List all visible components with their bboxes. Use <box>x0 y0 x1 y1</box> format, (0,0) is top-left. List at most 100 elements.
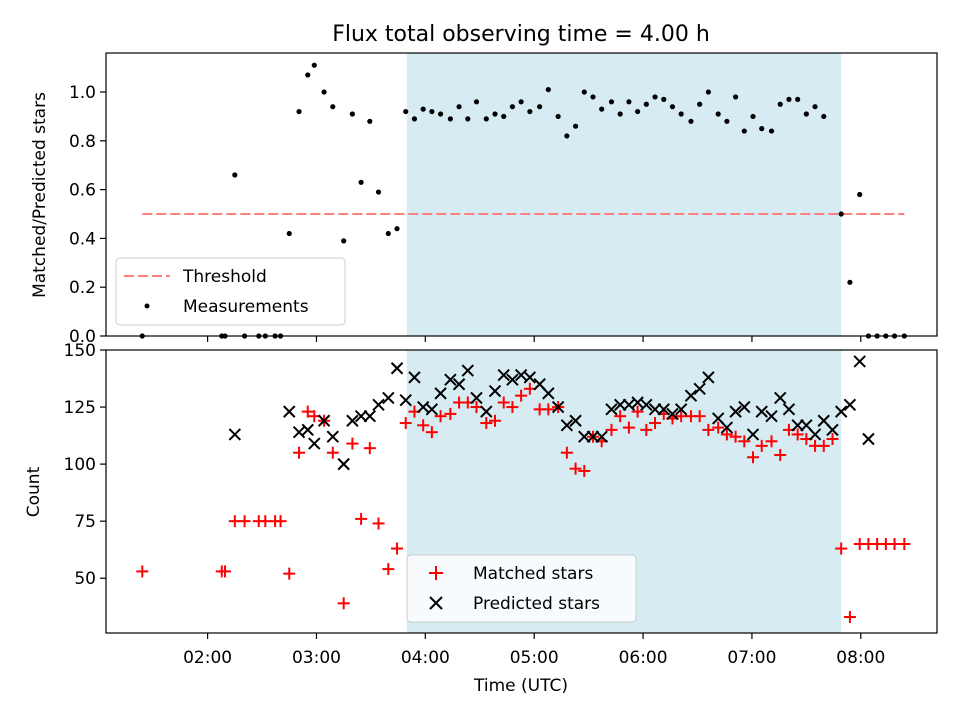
measurement-point <box>626 99 632 105</box>
predicted-star-point <box>551 400 565 414</box>
measurement-point <box>501 113 507 120</box>
measurement-point <box>724 118 730 124</box>
cross-b <box>488 384 502 398</box>
measurement-point <box>599 106 605 112</box>
matched-star-point <box>372 517 385 530</box>
matched-star-point <box>605 423 618 436</box>
measurement-point <box>518 99 524 105</box>
matched-star-point <box>497 396 510 409</box>
cross-b <box>434 387 447 400</box>
cross-b <box>853 355 866 368</box>
y-tick-label: 0.2 <box>69 278 96 298</box>
cross-b <box>425 403 439 416</box>
cross-b <box>765 409 778 423</box>
matched-star-point <box>399 417 412 430</box>
predicted-star-point <box>408 371 421 384</box>
matched-star-point <box>301 405 314 418</box>
matched-star-point <box>738 435 751 448</box>
cross-b <box>317 414 331 427</box>
matched-star-point <box>444 407 457 420</box>
matched-star-point <box>578 464 591 477</box>
measurement-point <box>786 96 792 102</box>
cross-b <box>523 371 537 384</box>
predicted-star-point <box>693 382 706 396</box>
measurement-point <box>232 172 238 178</box>
cross-b <box>399 394 412 407</box>
legend-threshold-label: Threshold <box>182 267 267 287</box>
measurement-point <box>635 108 641 115</box>
cross-b <box>301 423 314 437</box>
matched-star-point <box>631 405 644 418</box>
measurement-point <box>652 94 658 100</box>
predicted-star-point <box>308 437 321 450</box>
matched-star-point <box>425 426 438 439</box>
predicted-star-point <box>729 405 742 418</box>
cross-b <box>826 423 839 437</box>
measurement-point <box>286 230 292 237</box>
matched-star-point <box>720 428 733 441</box>
matched-star-point <box>382 563 395 576</box>
predicted-star-point <box>834 405 848 418</box>
predicted-star-point <box>640 398 653 411</box>
measurement-point <box>821 113 827 120</box>
measurement-point <box>608 99 615 105</box>
cross-b <box>372 398 385 411</box>
predicted-star-point <box>843 398 857 411</box>
cross-b <box>444 373 457 386</box>
bottom-x-axis: 02:00 03:00 04:00 05:00 06:00 07:00 08:00 <box>183 633 885 668</box>
predicted-star-point <box>301 423 314 437</box>
top-panel: 0.0 0.2 0.4 0.6 0.8 1.0 Matched/Predicted sta… <box>30 52 938 347</box>
bottom-y-axis: 50 75 100 125 150 <box>64 341 106 589</box>
measurement-point <box>349 111 355 117</box>
cross-b <box>337 457 350 471</box>
predicted-star-point <box>774 391 787 405</box>
predicted-star-point <box>461 364 474 377</box>
measurement-point <box>838 211 844 217</box>
y-tick-label: 125 <box>64 398 96 418</box>
y-tick-label: 0.6 <box>69 181 96 201</box>
matched-star-point <box>515 389 528 402</box>
measurement-point <box>705 89 711 95</box>
matched-star-point <box>729 430 742 443</box>
cross-b <box>702 371 715 384</box>
measurement-point <box>678 111 684 117</box>
measurement-point <box>447 116 453 122</box>
measurement-point <box>661 96 667 102</box>
measurement-point <box>564 133 570 139</box>
predicted-star-point <box>808 428 822 441</box>
measurement-point <box>750 113 756 120</box>
bottom-legend-box <box>406 554 637 623</box>
measurement-point <box>847 279 853 285</box>
legend-measurements-swatch <box>144 303 150 309</box>
predicted-star-point <box>782 403 796 416</box>
matched-star-point <box>712 421 725 434</box>
top-x-axis <box>207 336 862 342</box>
top-legend: Threshold Measurements <box>115 257 346 326</box>
measurement-point <box>527 108 533 115</box>
matched-star-point <box>337 597 350 610</box>
matched-stars-series <box>136 382 911 624</box>
predicted-star-point <box>425 403 439 416</box>
legend-matched-swatch <box>429 566 443 580</box>
cross-b <box>283 405 296 418</box>
bottom-x-axis-label: Time (UTC) <box>473 676 568 696</box>
cross-b <box>817 414 830 427</box>
bottom-legend: Matched stars Predicted stars <box>406 554 637 623</box>
cross-b <box>684 389 698 402</box>
matched-star-point <box>747 451 760 464</box>
matched-star-point <box>391 542 404 555</box>
predicted-star-point <box>720 421 734 434</box>
y-tick-label: 0.4 <box>69 229 96 249</box>
measurement-point <box>483 116 489 122</box>
y-tick-label: 100 <box>64 455 96 475</box>
measurement-point <box>385 230 391 237</box>
predicted-star-point <box>488 384 502 398</box>
matched-star-point <box>346 437 359 450</box>
measurement-point <box>420 106 426 112</box>
legend-predicted-label: Predicted stars <box>473 594 600 614</box>
matched-star-point <box>489 414 502 427</box>
cross-b <box>834 405 848 418</box>
predicted-star-point <box>317 414 331 427</box>
matched-star-point <box>560 446 573 459</box>
matched-star-point <box>817 439 830 452</box>
